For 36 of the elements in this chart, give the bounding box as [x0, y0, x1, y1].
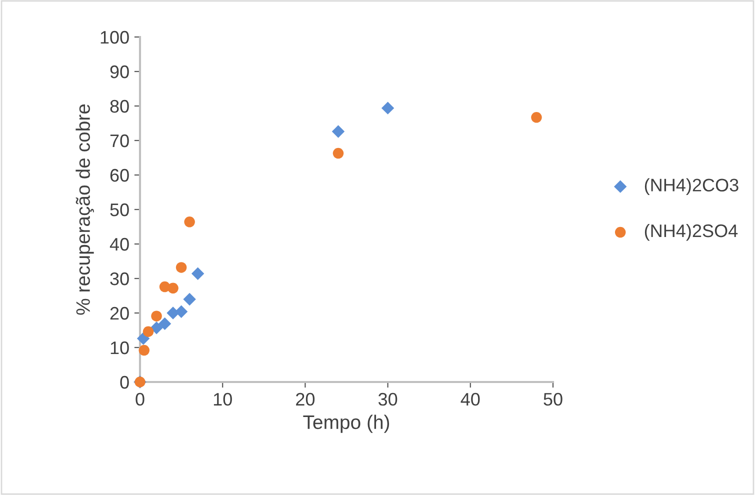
point	[332, 125, 345, 138]
point	[176, 262, 187, 273]
y-tick-label: 0	[120, 376, 129, 389]
point	[381, 102, 394, 114]
x-axis-title: Tempo (h)	[303, 414, 390, 433]
legend-label: (NH4)2SO4	[644, 224, 738, 241]
x-tick-label: 50	[544, 392, 562, 406]
point	[332, 148, 344, 159]
point	[191, 267, 204, 280]
x-tick-label: 30	[378, 392, 398, 406]
x-tick-label: 40	[460, 392, 480, 406]
y-tick-label: 60	[110, 168, 129, 182]
y-axis-title: % recuperação de cobre	[76, 104, 94, 315]
y-tick-label: 50	[110, 203, 129, 216]
x-tick-label: 20	[296, 392, 315, 406]
y-tick-label: 90	[110, 65, 129, 78]
y-tick-label: 30	[110, 272, 129, 286]
point	[183, 292, 196, 306]
point	[150, 321, 163, 334]
y-tick-label: 10	[110, 341, 129, 354]
y-tick-label: 40	[110, 238, 129, 251]
point	[142, 326, 154, 338]
x-tick-label: 10	[214, 392, 232, 406]
y-tick-label: 20	[110, 306, 129, 320]
point	[158, 317, 172, 330]
point	[138, 344, 150, 356]
y-tick-label: 80	[110, 100, 129, 113]
point	[174, 305, 188, 318]
x-tick-label: 0	[136, 392, 144, 406]
point	[184, 216, 195, 228]
point	[151, 310, 162, 322]
point	[168, 282, 178, 294]
y-tick-label: 100	[100, 30, 129, 44]
point	[531, 112, 542, 123]
y-tick-label: 70	[110, 134, 129, 148]
legend-label: (NH4)2CO3	[644, 178, 738, 196]
